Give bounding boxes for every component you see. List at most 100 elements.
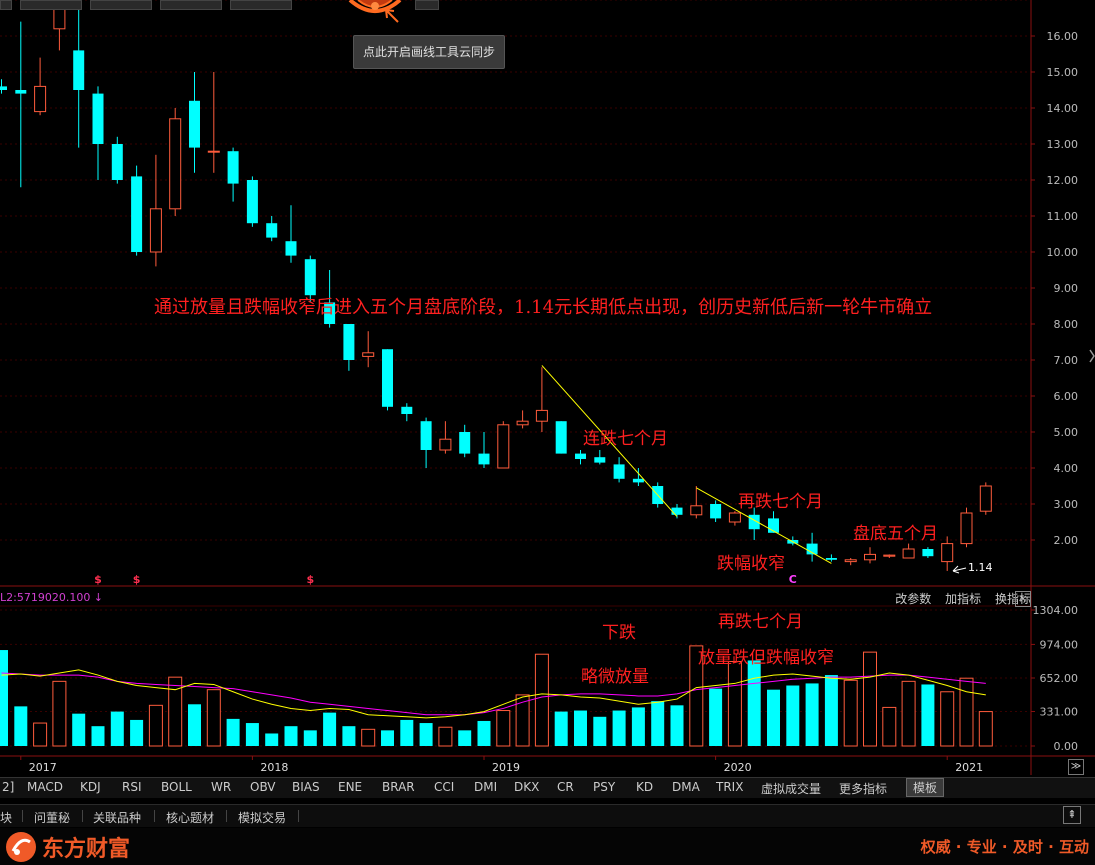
nav-item-core-topics[interactable]: 核心题材 [166, 811, 215, 825]
tab-kdj[interactable]: KDJ [80, 780, 101, 794]
volume-bar-down [419, 723, 433, 746]
volume-bar-up [940, 691, 955, 747]
volume-bar-down [709, 688, 723, 746]
tab-virtual-volume[interactable]: 虚拟成交量 [761, 782, 822, 796]
candle-body-up [844, 559, 857, 563]
nav-item-related[interactable]: 关联品种 [93, 811, 142, 825]
toolbar-tab[interactable] [230, 0, 292, 10]
volume-bar-up [515, 694, 530, 747]
candle-body-down [632, 478, 644, 483]
volume-bar-up [959, 677, 974, 747]
nav-item-sim-trading[interactable]: 模拟交易 [238, 811, 287, 825]
volume-bar-down [342, 726, 356, 746]
expand-panel-button[interactable]: ⇞ [1063, 806, 1081, 824]
tab-dma[interactable]: DMA [672, 780, 700, 794]
brand-slogan: 权威 · 专业 · 及时 · 互动 [920, 838, 1089, 856]
price-tick-label: 8.00 [1054, 318, 1079, 331]
time-axis-label: 2020 [724, 761, 752, 774]
volume-bar-down [767, 689, 780, 746]
volume-ma-magenta-line [1, 672, 986, 716]
candle-body-up [439, 438, 452, 451]
toolbar-tab[interactable] [20, 0, 82, 10]
axis-collapse-icon [1089, 349, 1095, 363]
tab-kd[interactable]: KD [636, 780, 654, 794]
tab-template[interactable]: 模板 [906, 778, 945, 797]
volume-bar-down [458, 730, 472, 746]
price-tick-label: 3.00 [1054, 498, 1079, 511]
candle-body-down [806, 543, 818, 555]
tab-cr[interactable]: CR [557, 780, 574, 794]
low-point-arrow-head [952, 565, 960, 574]
candle-body-down [189, 100, 200, 148]
volume-tick-label: 652.00 [1040, 672, 1079, 685]
candle-body-up [516, 420, 529, 426]
tab-macd[interactable]: MACD [27, 780, 63, 794]
volume-bar-up [438, 726, 453, 747]
volume-bar-down [747, 660, 761, 746]
tab-rsi[interactable]: RSI [122, 780, 142, 794]
nav-divider [298, 810, 299, 822]
volume-bar-up [863, 651, 877, 747]
price-tick-label: 9.00 [1054, 282, 1079, 295]
volume-tick-label: 331.00 [1040, 705, 1079, 718]
tab-obv[interactable]: OBV [250, 780, 276, 794]
volume-bar-up [206, 689, 221, 747]
candle-body-down [343, 324, 355, 360]
indicator-tabs: 2] MACD KDJ RSI BOLL WR OBV BIAS ENE BRA… [0, 777, 1095, 798]
nav-divider [154, 810, 155, 822]
candle-body-down [671, 507, 683, 515]
toolbar-tab[interactable] [90, 0, 152, 10]
scroll-right-button[interactable]: ≫ [1068, 759, 1084, 775]
tab-cci[interactable]: CCI [434, 780, 455, 794]
volume-bar-up [534, 653, 549, 747]
toolbar-tab[interactable] [0, 0, 12, 10]
bottom-nav: 块 问董秘 关联品种 核心题材 模拟交易 [0, 804, 1095, 827]
add-indicator-button[interactable]: 加指标 [945, 592, 982, 606]
edit-params-button[interactable]: 改参数 [895, 592, 932, 606]
volume-bar-up [882, 706, 897, 747]
time-axis-label: 2021 [955, 761, 983, 774]
footer-bar [0, 828, 1095, 865]
candle-body-down [710, 504, 722, 519]
tab-brar[interactable]: BRAR [382, 780, 415, 794]
candle-body-down [92, 93, 104, 144]
candle-body-down [420, 421, 432, 450]
volume-bar-down [188, 704, 201, 746]
switch-indicator-button[interactable]: 换指标 [994, 592, 1031, 606]
tab-trix[interactable]: TRIX [716, 780, 744, 794]
price-tick-label: 12.00 [1047, 174, 1079, 187]
chart-annotation: 跌幅收窄 [717, 554, 785, 574]
tab-ene[interactable]: ENE [338, 780, 363, 794]
tab-wr[interactable]: WR [211, 780, 232, 794]
tab-dmi[interactable]: DMI [474, 780, 498, 794]
volume-bar-up [361, 728, 376, 747]
tab-more-indicators[interactable]: 更多指标 [839, 782, 888, 796]
eastmoney-logo-icon [6, 832, 36, 862]
drawing-tool-cloud-icon[interactable] [340, 0, 410, 26]
nav-item-ask-secretary[interactable]: 问董秘 [34, 811, 71, 825]
toolbar-tab[interactable] [160, 0, 222, 10]
event-marker: C [789, 573, 797, 586]
toolbar-tab[interactable] [415, 0, 439, 10]
volume-bar-down [824, 675, 838, 746]
candle-body-down [227, 151, 239, 184]
volume-bar-down [400, 719, 414, 746]
event-marker: $ [133, 573, 141, 586]
candlestick-chart[interactable]: 16.00 15.00 14.00 13.00 12.00 11.00 10.00 9.00 8… [0, 0, 1095, 775]
drawing-sync-tooltip[interactable]: 点此开启画线工具云同步 [353, 35, 505, 69]
tab-boll[interactable]: BOLL [161, 780, 192, 794]
close-indicator-button[interactable]: × [1015, 591, 1031, 607]
price-tick-label: 10.00 [1047, 246, 1079, 259]
candle-body-down [324, 302, 336, 324]
volume-bar-down [554, 711, 568, 746]
candle-body-down [748, 514, 760, 530]
volume-annotation: 略微放量 [581, 667, 649, 687]
nav-divider [22, 810, 23, 822]
nav-item-block[interactable]: 块 [0, 811, 13, 825]
price-tick-label: 7.00 [1054, 354, 1079, 367]
tab-bias[interactable]: BIAS [292, 780, 320, 794]
tab-prev[interactable]: 2] [2, 780, 15, 794]
tab-dkx[interactable]: DKX [514, 780, 540, 794]
tab-psy[interactable]: PSY [593, 780, 616, 794]
